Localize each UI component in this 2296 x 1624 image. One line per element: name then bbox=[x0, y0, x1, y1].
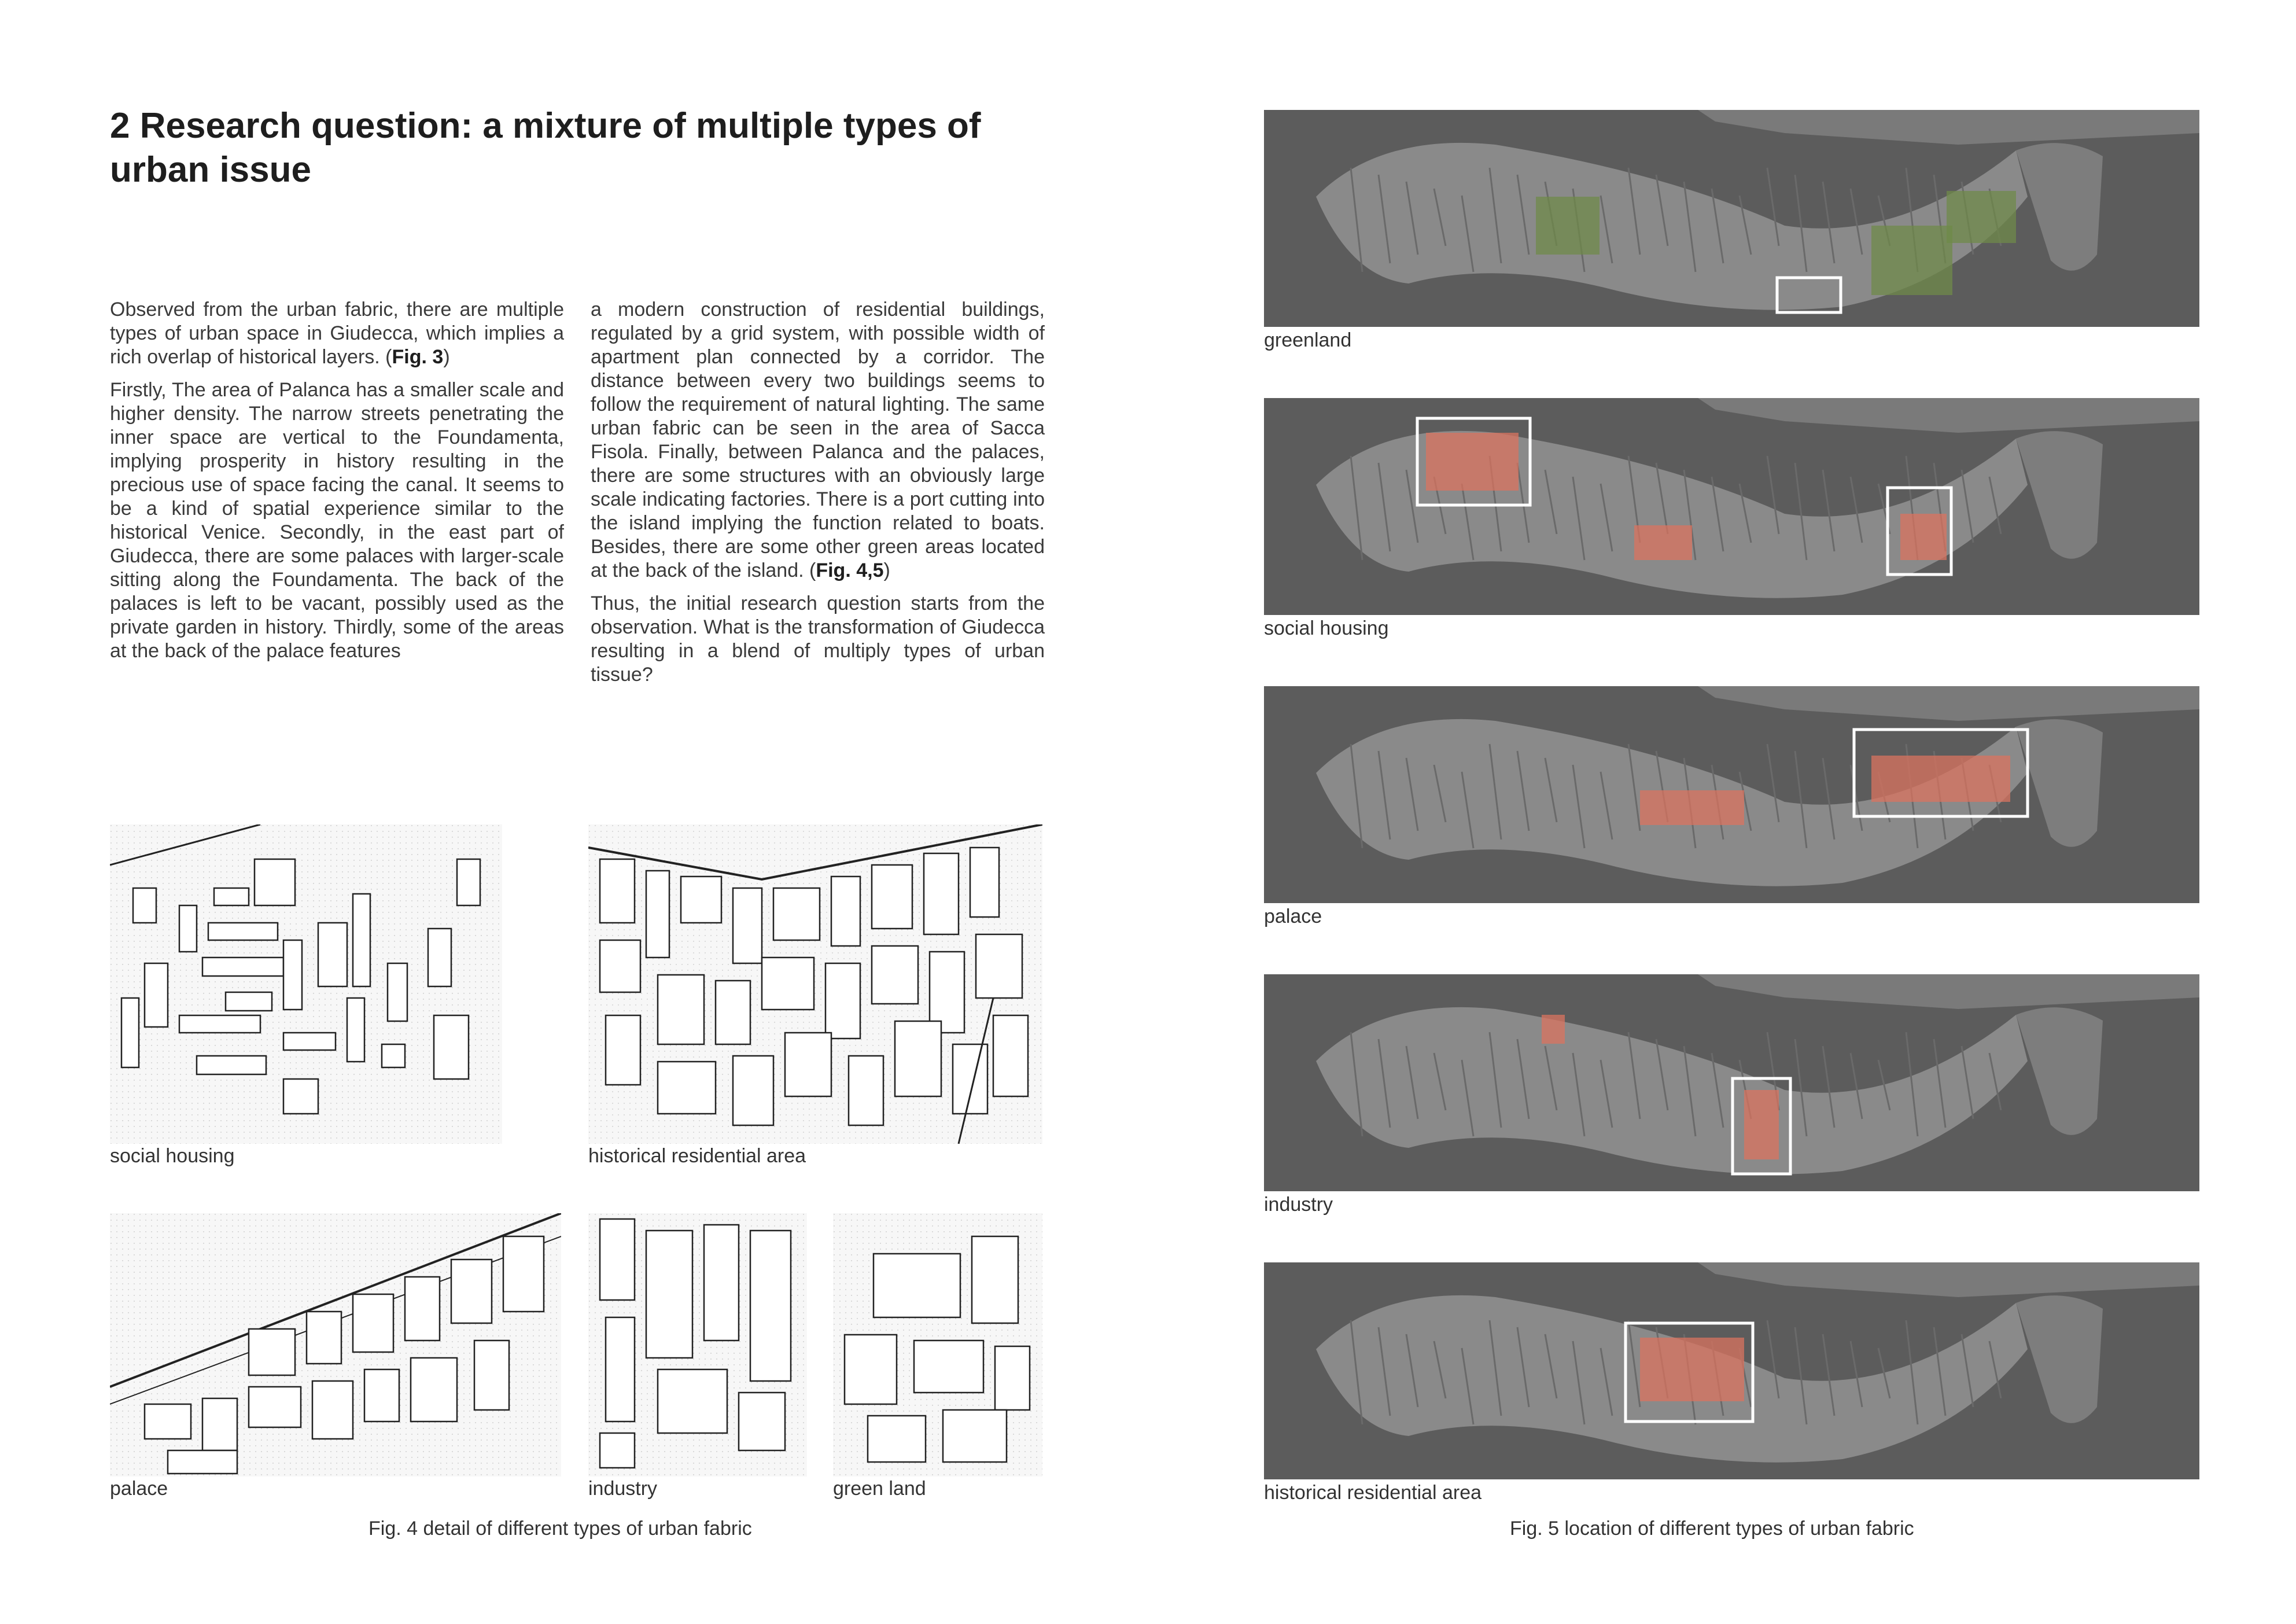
aerial-panel-3 bbox=[1264, 686, 2199, 903]
paragraph-2-text-b: a modern construction of residential bui… bbox=[591, 299, 1045, 581]
giudecca-aerial-map bbox=[1264, 686, 2199, 903]
historical-residential-map bbox=[588, 824, 1042, 1144]
fig-4-caption: Fig. 4 detail of different types of urba… bbox=[368, 1518, 752, 1540]
section-title: 2 Research question: a mixture of multip… bbox=[110, 104, 1035, 192]
paragraph-2-text-a: Firstly, The area of Palanca has a small… bbox=[110, 379, 564, 662]
paragraph-1-text: Observed from the urban fabric, there ar… bbox=[110, 299, 564, 368]
plan-social-housing bbox=[110, 824, 502, 1144]
plan-industry bbox=[588, 1213, 807, 1476]
paragraph-3: Thus, the initial research question star… bbox=[591, 592, 1045, 686]
giudecca-aerial-map bbox=[1264, 1262, 2199, 1479]
label-industry: industry bbox=[588, 1478, 658, 1500]
plan-historical-residential bbox=[588, 824, 1042, 1144]
giudecca-aerial-map bbox=[1264, 110, 2199, 327]
plan-green-land bbox=[833, 1213, 1042, 1476]
aerial-panel-5 bbox=[1264, 1262, 2199, 1479]
fig-4-5-reference: Fig. 4,5 bbox=[816, 559, 884, 581]
title-line-2: urban issue bbox=[110, 150, 311, 190]
aerial-label-2: social housing bbox=[1264, 617, 1389, 639]
green-land-map bbox=[833, 1213, 1042, 1476]
aerial-label-5: historical residential area bbox=[1264, 1482, 1482, 1504]
aerial-label-3: palace bbox=[1264, 905, 1322, 927]
aerial-label-4: industry bbox=[1264, 1194, 1333, 1216]
aerial-label-1: greenland bbox=[1264, 329, 1352, 351]
text-column-left: Observed from the urban fabric, there ar… bbox=[110, 298, 564, 672]
paragraph-1: Observed from the urban fabric, there ar… bbox=[110, 298, 564, 369]
aerial-panel-2 bbox=[1264, 398, 2199, 615]
fig-3-reference: Fig. 3 bbox=[392, 346, 444, 368]
paragraph-1-end: ) bbox=[443, 346, 450, 368]
paragraph-2-end: ) bbox=[883, 559, 890, 581]
plan-palace bbox=[110, 1213, 561, 1476]
paragraph-2-part-b: a modern construction of residential bui… bbox=[591, 298, 1045, 583]
giudecca-aerial-map bbox=[1264, 974, 2199, 1191]
paragraph-2-part-a: Firstly, The area of Palanca has a small… bbox=[110, 378, 564, 663]
text-column-right: a modern construction of residential bui… bbox=[591, 298, 1045, 696]
label-palace: palace bbox=[110, 1478, 168, 1500]
label-green-land: green land bbox=[833, 1478, 926, 1500]
aerial-panel-4 bbox=[1264, 974, 2199, 1191]
fig-5-caption: Fig. 5 location of different types of ur… bbox=[1510, 1518, 1914, 1540]
social-housing-map bbox=[110, 824, 502, 1144]
title-line-1: 2 Research question: a mixture of multip… bbox=[110, 106, 981, 146]
palace-map bbox=[110, 1213, 561, 1476]
giudecca-aerial-map bbox=[1264, 398, 2199, 615]
industry-map bbox=[588, 1213, 807, 1476]
label-social-housing: social housing bbox=[110, 1145, 235, 1167]
aerial-panel-1 bbox=[1264, 110, 2199, 327]
label-historical-residential: historical residential area bbox=[588, 1145, 806, 1167]
